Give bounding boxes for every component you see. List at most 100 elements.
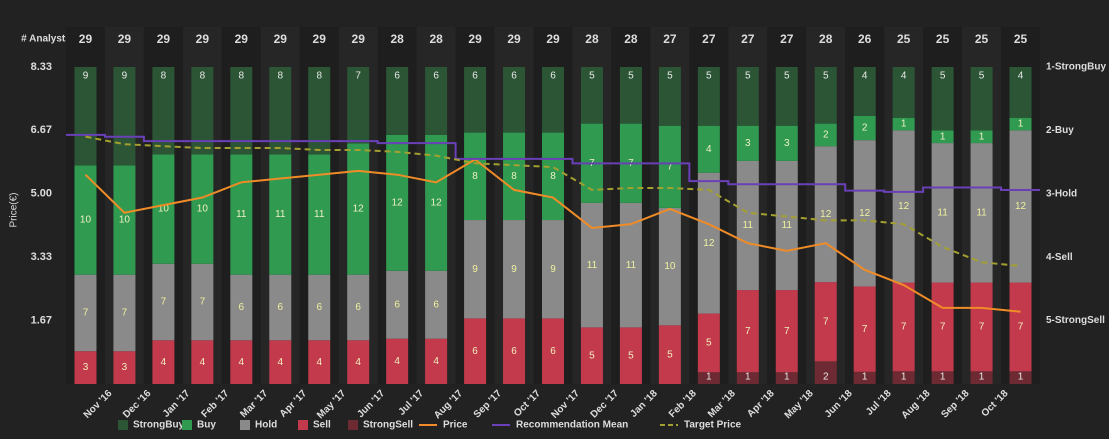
bar-value-label: 6: [511, 346, 517, 357]
bar-segment: [814, 282, 837, 362]
bar-value-label: 12: [820, 209, 832, 220]
legend-label: Sell: [313, 420, 331, 431]
bar-segment: [152, 67, 175, 155]
bar-segment: [853, 115, 876, 141]
bar-segment: [1009, 67, 1032, 118]
bar-value-label: 7: [122, 308, 128, 319]
x-tick-label: Oct '17: [512, 388, 543, 419]
bar-value-label: 3: [122, 362, 128, 373]
bar-segment: [425, 338, 448, 384]
bar-segment: [386, 338, 409, 384]
bar-value-label: 2: [823, 130, 829, 141]
analyst-count: 27: [702, 32, 716, 46]
bar-segment: [542, 132, 564, 221]
bar-segment: [425, 270, 448, 339]
bar-value-label: 1: [979, 131, 985, 142]
bar-segment: [191, 263, 214, 341]
bar-segment: [347, 274, 370, 341]
bar-value-label: 5: [979, 71, 985, 82]
analyst-count: 28: [624, 32, 638, 46]
bar-segment: [931, 371, 954, 384]
bar-value-label: 11: [236, 209, 247, 220]
bar-segment: [892, 130, 915, 283]
bar-value-label: 6: [550, 71, 556, 82]
analyst-count: 29: [507, 32, 521, 46]
bar-segment: [580, 327, 603, 384]
bar-value-label: 10: [158, 204, 170, 215]
legend-swatch: [348, 420, 358, 430]
analyst-count: 29: [352, 32, 366, 46]
bar-segment: [931, 130, 954, 144]
bar-value-label: 5: [589, 71, 595, 82]
bar-value-label: 11: [743, 220, 754, 231]
bar-segment: [464, 220, 487, 319]
bar-value-label: 7: [161, 297, 167, 308]
bar-value-label: 4: [1018, 71, 1024, 82]
bar-value-label: 12: [898, 201, 910, 212]
bar-segment: [152, 340, 175, 384]
x-tick-label: Jun '18: [823, 388, 855, 420]
bar-segment: [619, 327, 642, 384]
y-tick-label: 3.33: [31, 251, 52, 263]
y-tick-label: 5.00: [31, 188, 52, 200]
bar-value-label: 11: [937, 207, 948, 218]
bar-value-label: 8: [550, 171, 556, 182]
analyst-count: 25: [936, 32, 950, 46]
analyst-count: 29: [196, 32, 210, 46]
y-axis-label: Price(€): [9, 192, 20, 227]
bar-segment: [697, 372, 720, 384]
bar-value-label: 6: [550, 346, 556, 357]
bar-value-label: 7: [901, 322, 907, 333]
legend-swatch: [298, 420, 308, 430]
bar-segment: [425, 134, 448, 271]
bar-segment: [152, 263, 175, 341]
bar-segment: [775, 125, 798, 161]
bar-value-label: 7: [83, 308, 89, 319]
bar-value-label: 3: [784, 138, 790, 149]
bar-segment: [113, 67, 136, 166]
x-tick-label: May '18: [783, 388, 816, 421]
bar-value-label: 1: [940, 372, 946, 383]
bar-segment: [269, 274, 292, 341]
bar-segment: [853, 371, 876, 384]
bar-segment: [152, 154, 175, 264]
x-tick-label: Apr '17: [278, 388, 310, 420]
bar-segment: [269, 154, 292, 275]
y2-tick-label: 5-StrongSell: [1046, 315, 1105, 326]
analyst-count: 28: [585, 32, 599, 46]
bar-segment: [970, 371, 993, 384]
bar-segment: [1009, 282, 1032, 372]
x-tick-label: Feb '18: [667, 388, 699, 420]
bar-value-label: 5: [745, 71, 751, 82]
bar-segment: [697, 172, 720, 314]
bar-segment: [619, 67, 642, 124]
bar-segment: [503, 220, 526, 319]
bar-segment: [736, 372, 759, 384]
bar-segment: [1009, 371, 1032, 384]
x-tick-label: Apr '18: [745, 388, 777, 420]
bar-value-label: 5: [667, 71, 673, 82]
legend-label: Target Price: [684, 420, 741, 431]
bar-segment: [658, 207, 681, 326]
y-tick-label: 1.67: [31, 314, 52, 326]
bar-segment: [230, 274, 253, 341]
y2-tick-label: 2-Buy: [1046, 125, 1074, 136]
y-tick-label: 6.67: [31, 124, 52, 136]
bar-value-label: 6: [239, 302, 245, 313]
x-tick-label: Mar '17: [238, 388, 270, 420]
analyst-count: 28: [819, 32, 833, 46]
legend-label: Buy: [197, 420, 216, 431]
bar-value-label: 2: [862, 123, 868, 134]
bar-segment: [931, 143, 954, 283]
x-tick-label: May '17: [315, 388, 348, 421]
bar-value-label: 11: [314, 209, 325, 220]
bar-value-label: 12: [703, 238, 715, 249]
bar-segment: [464, 318, 487, 384]
bar-segment: [503, 132, 526, 221]
x-tick-label: Jan '17: [161, 388, 193, 420]
bar-value-label: 9: [472, 264, 478, 275]
analyst-count: 28: [390, 32, 404, 46]
bar-segment: [542, 220, 564, 319]
bar-segment: [853, 286, 876, 372]
